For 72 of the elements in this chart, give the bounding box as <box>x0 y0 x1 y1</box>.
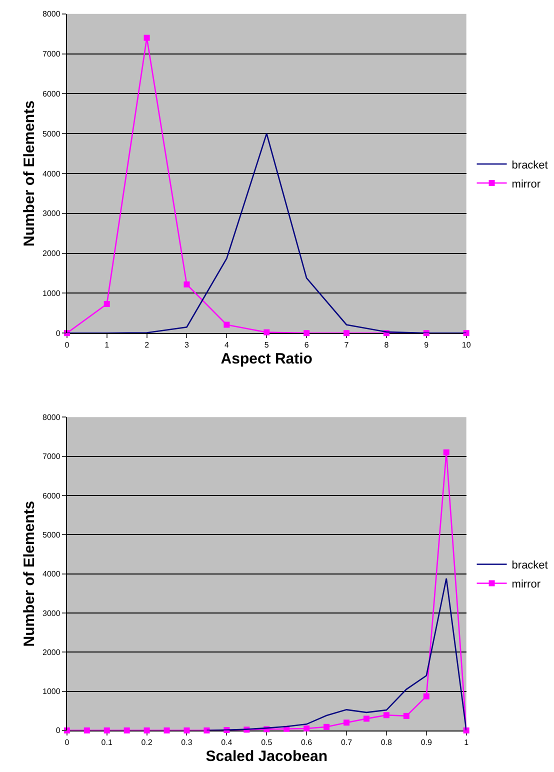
x-tick-label: 10 <box>462 340 472 350</box>
x-tick-label: 0.1 <box>101 738 113 748</box>
y-tick-label: 6000 <box>42 491 61 500</box>
y-axis-title: Number of Elements <box>20 500 38 647</box>
point <box>184 281 190 288</box>
x-tick-label: 0.4 <box>221 738 233 748</box>
x-tick-label: 0.7 <box>340 738 353 748</box>
point <box>463 330 470 336</box>
point <box>264 329 270 336</box>
y-tick-label: 7000 <box>42 50 61 59</box>
point <box>104 727 110 734</box>
point <box>204 727 210 734</box>
y-tick-label: 7000 <box>42 452 61 462</box>
point <box>383 712 390 718</box>
x-axis-title: Aspect Ratio <box>220 350 312 368</box>
x-tick-label: 0 <box>64 738 70 748</box>
x-tick-label: 1 <box>464 738 470 748</box>
y-tick-label: 6000 <box>42 89 61 98</box>
y-tick-label: 5000 <box>42 530 61 540</box>
y-tick-label: 8000 <box>42 412 61 422</box>
x-tick-label: 0.3 <box>181 738 193 748</box>
y-tick-label: 5000 <box>42 129 61 138</box>
x-tick-label: 1 <box>104 340 110 350</box>
point <box>403 712 410 719</box>
x-tick-label: 0 <box>64 340 70 350</box>
y-tick-label: 2000 <box>42 249 61 258</box>
point <box>463 727 470 734</box>
y-axis-title: Number of Elements <box>20 100 38 246</box>
legend-label: mirror <box>512 578 541 591</box>
point <box>363 716 370 722</box>
point <box>344 720 350 726</box>
y-tick-label: 4000 <box>42 570 61 579</box>
point <box>144 34 150 41</box>
y-tick-label: 2000 <box>42 648 61 657</box>
point <box>443 449 450 456</box>
y-tick-label: 1000 <box>42 687 61 696</box>
x-tick-label: 4 <box>224 340 230 350</box>
point <box>164 727 170 734</box>
x-tick-label: 3 <box>184 340 190 350</box>
x-tick-label: 8 <box>384 340 390 350</box>
point <box>184 727 190 734</box>
y-tick-label: 1000 <box>42 289 61 298</box>
x-tick-label: 5 <box>264 340 270 350</box>
point <box>304 330 310 336</box>
point <box>423 693 430 700</box>
point <box>304 725 310 732</box>
point <box>84 727 90 734</box>
x-tick-label: 0.6 <box>301 738 313 748</box>
point <box>324 724 330 730</box>
point <box>144 727 150 734</box>
x-tick-label: 9 <box>424 340 430 350</box>
x-tick-label: 0.2 <box>141 738 153 748</box>
legend-label: bracket <box>512 159 548 172</box>
x-tick-label: 0.8 <box>380 738 393 748</box>
point <box>104 300 110 307</box>
x-tick-label: 0.5 <box>261 738 273 748</box>
x-tick-label: 7 <box>344 340 350 350</box>
x-tick-label: 2 <box>144 340 150 350</box>
legend-label: bracket <box>512 560 548 572</box>
legend-label: mirror <box>512 178 541 190</box>
point <box>344 330 350 336</box>
y-tick-label: 3000 <box>42 209 61 218</box>
y-tick-label: 0 <box>56 328 61 338</box>
y-tick-label: 3000 <box>42 608 61 618</box>
y-tick-label: 8000 <box>42 10 61 19</box>
point <box>124 727 130 734</box>
y-tick-label: 0 <box>56 726 61 736</box>
x-axis-title: Scaled Jacobean <box>206 748 328 766</box>
x-tick-label: 0.9 <box>420 738 432 748</box>
x-tick-label: 6 <box>304 340 310 350</box>
y-tick-label: 4000 <box>42 169 61 178</box>
point <box>224 322 230 328</box>
